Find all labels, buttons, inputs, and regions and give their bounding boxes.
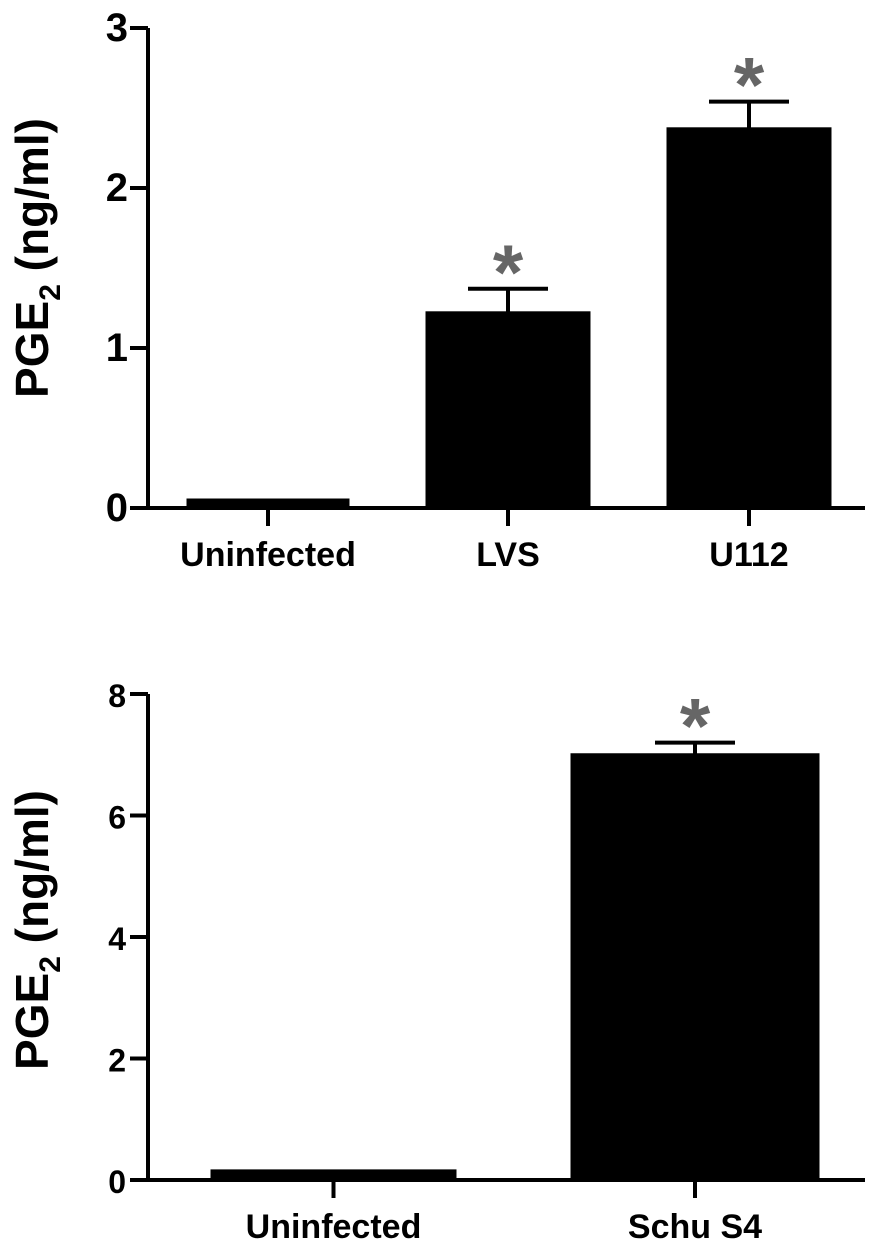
chart-top-y-tick-label: 0 — [106, 486, 128, 530]
chart-bottom: PGE2 (ng/ml) 0 2 4 6 8 Uninfected * Schu S4 — [6, 678, 865, 1246]
chart-top-category-label: LVS — [476, 536, 540, 574]
chart-top-category-label: Uninfected — [180, 536, 356, 574]
chart-top-significance-marker: * — [734, 41, 765, 129]
chart-top-y-axis-label: PGE2 (ng/ml) — [6, 118, 67, 398]
chart-top-y-tick-label: 3 — [106, 6, 128, 50]
chart-top-significance-marker: * — [493, 228, 524, 316]
chart-top-bar — [666, 127, 832, 510]
chart-bottom-y-tick-label: 4 — [108, 921, 126, 957]
chart-bottom-significance-marker: * — [680, 682, 711, 770]
chart-bottom-y-tick-label: 0 — [108, 1164, 126, 1200]
chart-bottom-category-label: Uninfected — [246, 1208, 422, 1246]
chart-bottom-y-axis-label: PGE2 (ng/ml) — [6, 790, 67, 1070]
chart-bottom-y-tick-label: 8 — [108, 678, 126, 714]
chart-bottom-y-tick-label: 2 — [108, 1043, 126, 1079]
chart-bottom-bar — [570, 753, 820, 1182]
chart-bottom-bar — [210, 1169, 457, 1182]
chart-top-bar — [425, 311, 591, 510]
chart-top-category-label: U112 — [709, 536, 788, 574]
chart-top-bar — [186, 498, 350, 510]
chart-top: PGE2 (ng/ml) 0 1 2 3 Uninfected * LVS * U112 — [6, 6, 865, 574]
chart-bottom-category-label: Schu S4 — [628, 1208, 762, 1246]
chart-top-y-tick-label: 1 — [106, 326, 128, 370]
chart-bottom-y-tick-label: 6 — [108, 800, 126, 836]
chart-top-y-tick-label: 2 — [106, 166, 128, 210]
